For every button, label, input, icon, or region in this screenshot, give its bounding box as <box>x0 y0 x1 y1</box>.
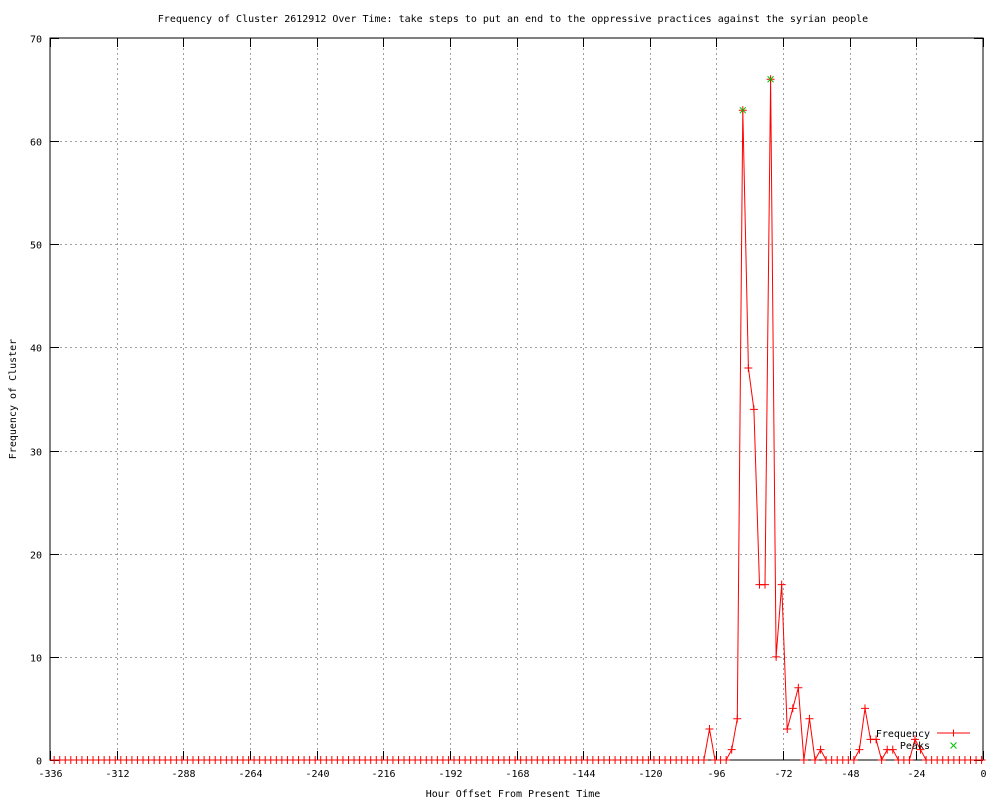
y-tick-label: 50 <box>30 241 42 252</box>
frequency-point <box>705 725 714 734</box>
y-tick-label: 60 <box>30 138 42 149</box>
frequency-point <box>727 745 736 754</box>
frequency-point <box>772 652 781 661</box>
legend-marker-peaks <box>950 742 957 749</box>
frequency-point <box>872 735 881 744</box>
frequency-point <box>783 725 792 734</box>
frequency-point <box>744 364 753 373</box>
plot-frame <box>49 37 984 761</box>
frequency-point <box>805 714 814 723</box>
frequency-point <box>977 756 986 764</box>
x-tick-label: -120 <box>638 769 662 780</box>
x-tick-label: -312 <box>105 769 129 780</box>
frequency-point <box>749 405 758 414</box>
frequency-point <box>722 756 731 764</box>
frequency-point <box>888 745 897 754</box>
frequency-point <box>788 704 797 713</box>
frequency-point <box>811 756 820 764</box>
x-axis-label: Hour Offset From Present Time <box>426 789 601 800</box>
legend-label-frequency: Frequency <box>876 729 930 740</box>
x-tick-label: -264 <box>238 769 262 780</box>
frequency-point <box>910 735 919 744</box>
x-tick-label: -24 <box>907 769 925 780</box>
y-tick-label: 0 <box>36 757 42 768</box>
frequency-point <box>699 756 708 764</box>
x-tick-label: -216 <box>371 769 395 780</box>
x-tick-label: -336 <box>38 769 62 780</box>
frequency-point <box>860 704 869 713</box>
x-tick-label: -192 <box>438 769 462 780</box>
x-tick-label: -72 <box>774 769 792 780</box>
frequency-point <box>916 745 925 754</box>
grid <box>50 38 983 760</box>
y-tick-label: 70 <box>30 35 42 46</box>
frequency-point <box>794 683 803 692</box>
x-tick-label: -240 <box>305 769 329 780</box>
frequency-point <box>799 756 808 764</box>
x-tick-label: -48 <box>841 769 859 780</box>
y-tick-label: 20 <box>30 551 42 562</box>
peak-point <box>767 75 774 83</box>
axis-ticks: -336 -312 -288 -264 -240 -216 -192 -168 -144 -120… <box>30 35 987 781</box>
frequency-point <box>777 580 786 589</box>
y-tick-label: 40 <box>30 344 42 355</box>
frequency-point <box>816 745 825 754</box>
frequency-point <box>855 745 864 754</box>
peak-point <box>739 106 747 114</box>
x-tick-label: -168 <box>505 769 529 780</box>
y-axis-label: Frequency of Cluster <box>8 339 19 459</box>
frequency-point <box>849 756 858 764</box>
series-layer <box>50 75 986 764</box>
frequency-point <box>733 714 742 723</box>
legend-marker-frequency <box>950 729 957 737</box>
frequency-point <box>761 580 770 589</box>
x-tick-label: -288 <box>171 769 195 780</box>
x-tick-label: -144 <box>571 769 595 780</box>
y-tick-label: 10 <box>30 654 42 665</box>
frequency-point <box>905 756 914 764</box>
x-tick-label: -96 <box>707 769 725 780</box>
legend: Frequency Peaks <box>876 729 970 752</box>
frequency-point <box>877 756 886 764</box>
chart-title: Frequency of Cluster 2612912 Over Time: … <box>158 14 868 25</box>
legend-label-peaks: Peaks <box>900 741 930 752</box>
y-tick-label: 30 <box>30 448 42 459</box>
x-tick-label: 0 <box>980 769 986 780</box>
